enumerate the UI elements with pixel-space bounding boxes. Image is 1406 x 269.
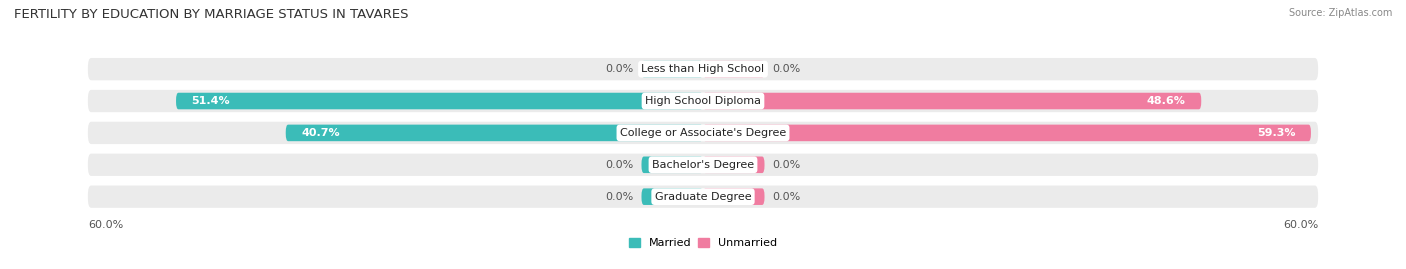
- FancyBboxPatch shape: [87, 122, 1319, 144]
- FancyBboxPatch shape: [87, 58, 1319, 80]
- FancyBboxPatch shape: [87, 186, 1319, 208]
- FancyBboxPatch shape: [87, 154, 1319, 176]
- Text: 0.0%: 0.0%: [773, 192, 801, 202]
- FancyBboxPatch shape: [703, 125, 1310, 141]
- Text: 0.0%: 0.0%: [773, 160, 801, 170]
- Text: 0.0%: 0.0%: [605, 64, 633, 74]
- FancyBboxPatch shape: [641, 61, 703, 77]
- Text: Less than High School: Less than High School: [641, 64, 765, 74]
- Text: 51.4%: 51.4%: [191, 96, 231, 106]
- FancyBboxPatch shape: [703, 157, 765, 173]
- FancyBboxPatch shape: [87, 90, 1319, 112]
- FancyBboxPatch shape: [703, 61, 765, 77]
- Text: College or Associate's Degree: College or Associate's Degree: [620, 128, 786, 138]
- FancyBboxPatch shape: [176, 93, 703, 109]
- Text: Bachelor's Degree: Bachelor's Degree: [652, 160, 754, 170]
- Text: 59.3%: 59.3%: [1257, 128, 1295, 138]
- Text: 60.0%: 60.0%: [87, 220, 124, 230]
- Text: 60.0%: 60.0%: [1282, 220, 1319, 230]
- Text: 48.6%: 48.6%: [1147, 96, 1185, 106]
- Text: Source: ZipAtlas.com: Source: ZipAtlas.com: [1288, 8, 1392, 18]
- Text: 0.0%: 0.0%: [605, 160, 633, 170]
- FancyBboxPatch shape: [641, 157, 703, 173]
- FancyBboxPatch shape: [703, 188, 765, 205]
- FancyBboxPatch shape: [703, 93, 1201, 109]
- Text: 40.7%: 40.7%: [301, 128, 340, 138]
- Text: 0.0%: 0.0%: [773, 64, 801, 74]
- FancyBboxPatch shape: [641, 188, 703, 205]
- Text: FERTILITY BY EDUCATION BY MARRIAGE STATUS IN TAVARES: FERTILITY BY EDUCATION BY MARRIAGE STATU…: [14, 8, 409, 21]
- Text: Graduate Degree: Graduate Degree: [655, 192, 751, 202]
- FancyBboxPatch shape: [285, 125, 703, 141]
- Text: High School Diploma: High School Diploma: [645, 96, 761, 106]
- Legend: Married, Unmarried: Married, Unmarried: [624, 233, 782, 253]
- Text: 0.0%: 0.0%: [605, 192, 633, 202]
